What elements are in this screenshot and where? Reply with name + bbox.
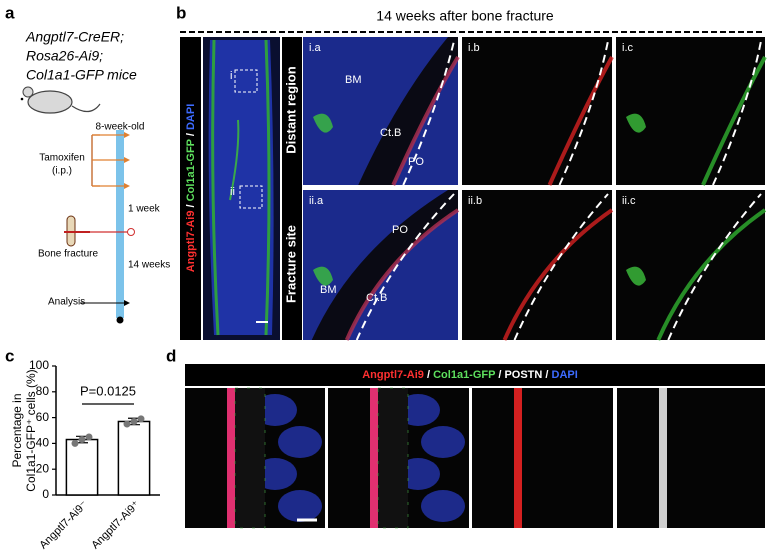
- y-axis-label: Col1a1-GFP⁺ cells (%): [24, 369, 38, 491]
- bar-chart: 0 20 40 60 80 100 Percentage in Col1a1-GFP⁺ cel…: [10, 358, 160, 552]
- channel-part: Col1a1-GFP: [185, 139, 197, 201]
- annotation: BM: [320, 284, 337, 296]
- timeline-label: 14 weeks: [128, 260, 170, 271]
- channel-strip: [185, 364, 765, 386]
- panel-label: b: [176, 3, 186, 22]
- bar: [65, 438, 99, 496]
- micrograph: [472, 388, 613, 528]
- data-point: [130, 417, 138, 425]
- panel-label: a: [5, 3, 15, 22]
- annotation: PO: [392, 224, 408, 236]
- micrograph: [185, 387, 325, 529]
- data-point: [85, 433, 93, 441]
- micrograph: [462, 37, 614, 186]
- channel-part: DAPI: [185, 104, 197, 130]
- annotation: Ct.B: [380, 127, 401, 139]
- timeline-label: Tamoxifen: [39, 153, 85, 164]
- channel-part: /: [542, 369, 551, 381]
- annotation: PO: [408, 156, 424, 168]
- annotation: P=0.0125: [80, 383, 136, 398]
- data-point: [137, 415, 145, 423]
- image-label: i.b: [468, 42, 480, 54]
- micrograph: [303, 37, 460, 186]
- y-tick-label: 40: [36, 436, 50, 450]
- inset-label: i: [230, 70, 232, 82]
- micrograph: [328, 387, 469, 529]
- channel-label: Angptl7-Ai9 / Col1a1-GFP / POSTN / DAPI: [362, 369, 578, 381]
- timeline-label: Bone fracture: [38, 249, 98, 260]
- channel-label: Angptl7-Ai9 / Col1a1-GFP / DAPI: [185, 104, 197, 273]
- panel-title: 14 weeks after bone fracture: [376, 8, 554, 24]
- micrograph: [616, 190, 767, 341]
- image-grid: i.a i.b i.c ii.a ii.b ii.c BM Ct.B PO PO Ct.B BM: [303, 37, 767, 341]
- row-label: Distant region: [283, 66, 298, 153]
- image-label: ii.b: [468, 195, 482, 207]
- y-tick-label: 80: [36, 384, 50, 398]
- timeline: [64, 130, 135, 324]
- row-label: Fracture site: [283, 225, 298, 303]
- panel-label: c: [5, 346, 14, 365]
- data-point: [78, 436, 86, 444]
- micrograph: [616, 37, 767, 186]
- y-tick-label: 20: [36, 461, 50, 475]
- micrograph: [617, 388, 765, 528]
- annotation: BM: [345, 74, 362, 86]
- row-label-strip: [282, 37, 302, 340]
- channel-part: Col1a1-GFP: [433, 369, 495, 381]
- image-label: i.a: [309, 42, 322, 54]
- channel-part: /: [185, 130, 197, 139]
- image-label: ii.c: [622, 195, 636, 207]
- mouse-line: Angptl7-CreER;: [25, 29, 124, 45]
- timeline-label: 1 week: [128, 204, 161, 215]
- image-row: [185, 387, 765, 529]
- micrograph: [462, 190, 614, 341]
- channel-part: /: [424, 369, 433, 381]
- timeline-label: 8-week-old: [96, 122, 145, 133]
- overview-image: [203, 37, 280, 340]
- x-tick-label: Angptl7-Ai9⁺: [89, 499, 142, 552]
- micrograph: [303, 190, 460, 341]
- mouse-line: Rosa26-Ai9;: [26, 48, 103, 64]
- inset-label: ii: [230, 186, 235, 198]
- timeline-label: (i.p.): [52, 166, 72, 177]
- annotation: Ct.B: [366, 292, 387, 304]
- image-label: i.c: [622, 42, 634, 54]
- timeline-label: Analysis: [48, 297, 85, 308]
- x-tick-label: Angptl7-Ai9⁻: [37, 499, 90, 552]
- channel-part: /: [495, 369, 504, 381]
- channel-part: DAPI: [552, 369, 578, 381]
- channel-part: POSTN: [504, 369, 542, 381]
- y-tick-label: 0: [42, 487, 49, 501]
- y-tick-label: 100: [29, 358, 49, 372]
- panel-label: d: [166, 346, 176, 365]
- data-point: [123, 420, 131, 428]
- mouse-line: Col1a1-GFP mice: [26, 67, 137, 83]
- bar: [117, 420, 151, 496]
- y-axis-label: Percentage in: [10, 393, 24, 467]
- image-label: ii.a: [309, 195, 324, 207]
- label-strip: [180, 37, 201, 340]
- mouse-icon: [20, 86, 101, 114]
- channel-part: Angptl7-Ai9: [185, 211, 197, 273]
- y-tick-label: 60: [36, 410, 50, 424]
- channel-part: Angptl7-Ai9: [362, 369, 424, 381]
- data-point: [71, 439, 79, 447]
- channel-part: /: [185, 201, 197, 210]
